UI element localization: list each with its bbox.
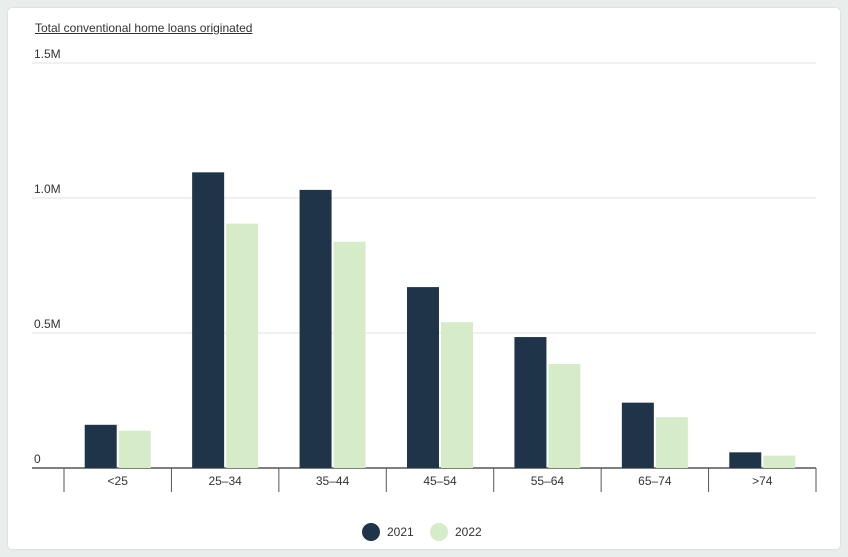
bar-2021-<25: [84, 424, 117, 468]
bar-2021-65–74: [621, 402, 654, 468]
bar-2021-35–44: [299, 189, 332, 468]
y-tick-label: 0: [34, 452, 41, 466]
bar-2021->74: [729, 452, 762, 468]
x-tick-label: 25–34: [208, 474, 242, 488]
y-tick-label: 0.5M: [34, 317, 61, 331]
bar-2022-65–74: [655, 417, 688, 468]
legend-label-2022: 2022: [455, 525, 482, 539]
y-tick-label: 1.5M: [34, 47, 61, 61]
bar-2021-45–54: [407, 287, 439, 468]
legend-label-2021: 2021: [387, 525, 414, 539]
legend-marker-2021: [362, 523, 380, 541]
bar-2022-45–54: [441, 322, 473, 468]
x-tick-label: 65–74: [638, 474, 672, 488]
bar-2021-55–64: [514, 337, 547, 468]
x-tick-label: <25: [108, 474, 129, 488]
x-tick-label: >74: [752, 474, 773, 488]
bar-2022-35–44: [333, 241, 366, 468]
bar-2022-25–34: [226, 223, 259, 468]
bar-2022-55–64: [548, 364, 581, 468]
x-tick-label: 35–44: [316, 474, 350, 488]
bar-2021-25–34: [192, 172, 225, 468]
y-tick-label: 1.0M: [34, 182, 61, 196]
legend-marker-2022: [430, 523, 448, 541]
bar-2022->74: [763, 455, 796, 468]
chart-title: Total conventional home loans originated: [35, 21, 253, 35]
x-tick-label: 55–64: [531, 474, 565, 488]
x-tick-label: 45–54: [423, 474, 457, 488]
bar-2022-<25: [118, 430, 151, 468]
